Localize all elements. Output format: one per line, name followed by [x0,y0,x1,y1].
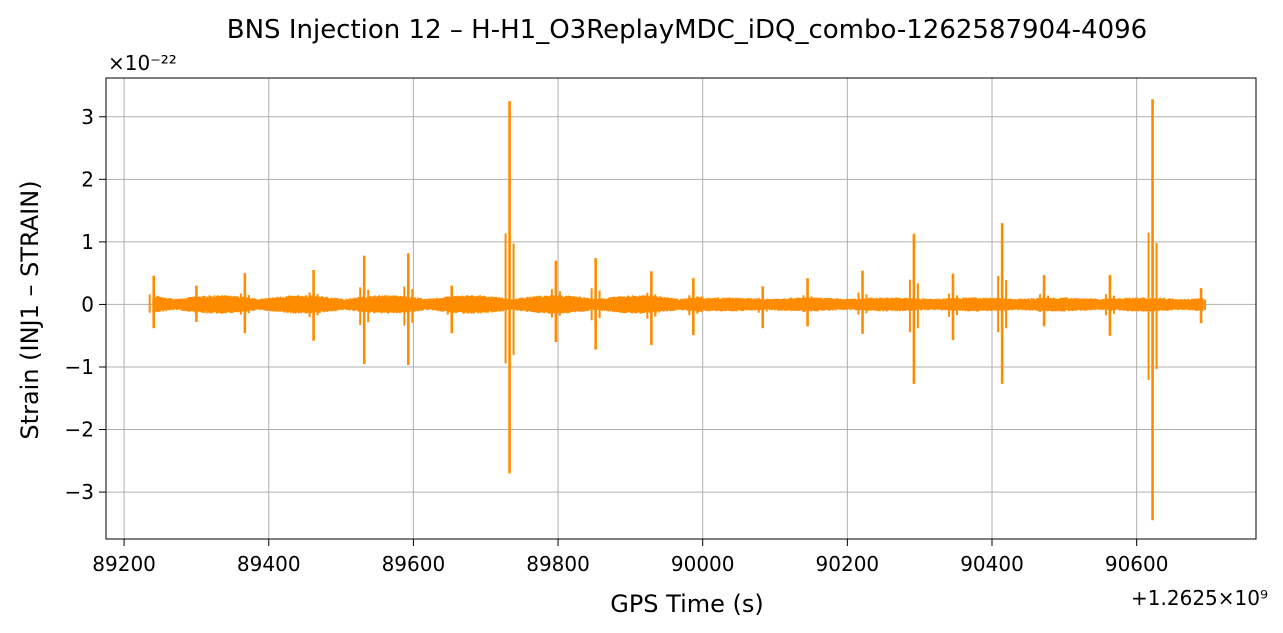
x-tick-label: 89600 [382,552,446,576]
y-tick-label: −2 [65,418,94,442]
y-tick-label: 0 [81,292,94,316]
y-axis-ticks: −3 −2 −1 0 1 2 3 [65,105,106,504]
y-tick-label: 3 [81,105,94,129]
x-tick-label: 90200 [816,552,880,576]
y-tick-label: −3 [65,480,94,504]
x-tick-label: 89400 [237,552,301,576]
x-offset-label: +1.2625×10⁹ [1131,586,1268,610]
x-axis-label: GPS Time (s) [610,590,764,618]
y-scale-label: ×10⁻²² [108,51,177,75]
x-tick-label: 89800 [526,552,590,576]
x-tick-label: 89200 [92,552,156,576]
y-tick-label: 1 [81,230,94,254]
x-tick-label: 90000 [671,552,735,576]
plot-frame [105,77,1257,540]
x-axis-ticks: 89200 89400 89600 89800 90000 90200 90400 90600 [92,539,1168,576]
y-tick-label: 2 [81,167,94,191]
y-axis-label: Strain (INJ1 – STRAIN) [16,180,44,439]
series-strain [148,99,1207,521]
x-tick-label: 90400 [960,552,1024,576]
x-tick-label: 90600 [1105,552,1169,576]
chart-title: BNS Injection 12 – H-H1_O3ReplayMDC_iDQ_… [227,15,1147,45]
y-tick-label: −1 [65,355,94,379]
